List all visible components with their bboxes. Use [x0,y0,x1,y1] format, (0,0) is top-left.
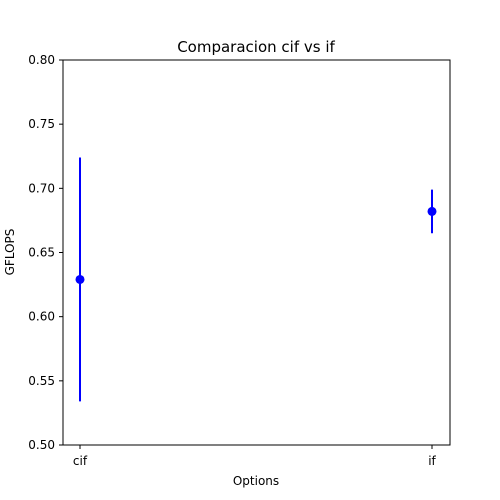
y-tick-label: 0.65 [28,246,55,260]
x-axis-ticks: cif if [73,445,437,468]
y-tick-label: 0.50 [28,438,55,452]
y-axis-ticks: 0.50 0.55 0.60 0.65 0.70 0.75 0.80 [28,53,63,452]
chart-title: Comparacion cif vs if [177,38,335,56]
y-tick-label: 0.60 [28,310,55,324]
x-tick-label-cif: cif [73,454,88,468]
y-tick-label: 0.75 [28,117,55,131]
y-tick-label: 0.80 [28,53,55,67]
y-axis-label: GFLOPS [3,229,17,276]
data-point-cif [76,275,85,284]
data-point-if [428,207,437,216]
y-tick-label: 0.55 [28,374,55,388]
x-axis-label: Options [233,474,279,488]
y-tick-label: 0.70 [28,181,55,195]
x-tick-label-if: if [428,454,436,468]
plot-background [63,60,450,445]
